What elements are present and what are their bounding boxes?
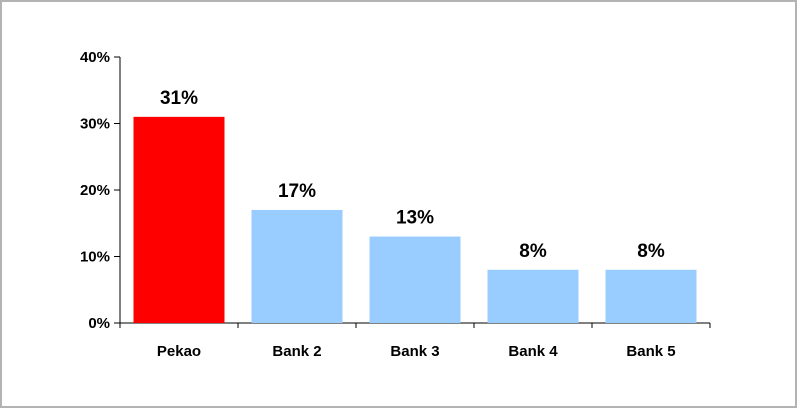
y-tick-label: 40% [80, 49, 110, 66]
x-category-label: Bank 3 [390, 343, 439, 360]
bars [133, 116, 697, 323]
x-axis: Pekao Bank 2 Bank 3 Bank 4 Bank 5 [119, 322, 711, 360]
bar-value-label: 31% [160, 88, 198, 109]
x-category-label: Bank 4 [508, 343, 558, 360]
bar-pekao [133, 116, 225, 323]
y-tick-label: 30% [80, 116, 110, 133]
bar-bank-2 [251, 209, 343, 323]
y-tick-label: 0% [88, 315, 110, 332]
bar-bank-4 [487, 269, 579, 323]
y-axis: 0% 10% 20% 30% 40% [80, 49, 121, 332]
bar-value-label: 8% [637, 241, 665, 262]
x-category-label: Bank 5 [626, 343, 675, 360]
bar-bank-3 [369, 236, 461, 323]
x-category-label: Bank 2 [272, 343, 321, 360]
x-category-label: Pekao [157, 343, 201, 360]
bar-bank-5 [605, 269, 697, 323]
bar-value-label: 17% [278, 181, 316, 202]
y-tick-label: 20% [80, 182, 110, 199]
y-tick-label: 10% [80, 249, 110, 266]
bar-value-label: 13% [396, 208, 434, 229]
bar-value-label: 8% [519, 241, 547, 262]
data-labels: 31% 17% 13% 8% 8% [160, 88, 665, 262]
